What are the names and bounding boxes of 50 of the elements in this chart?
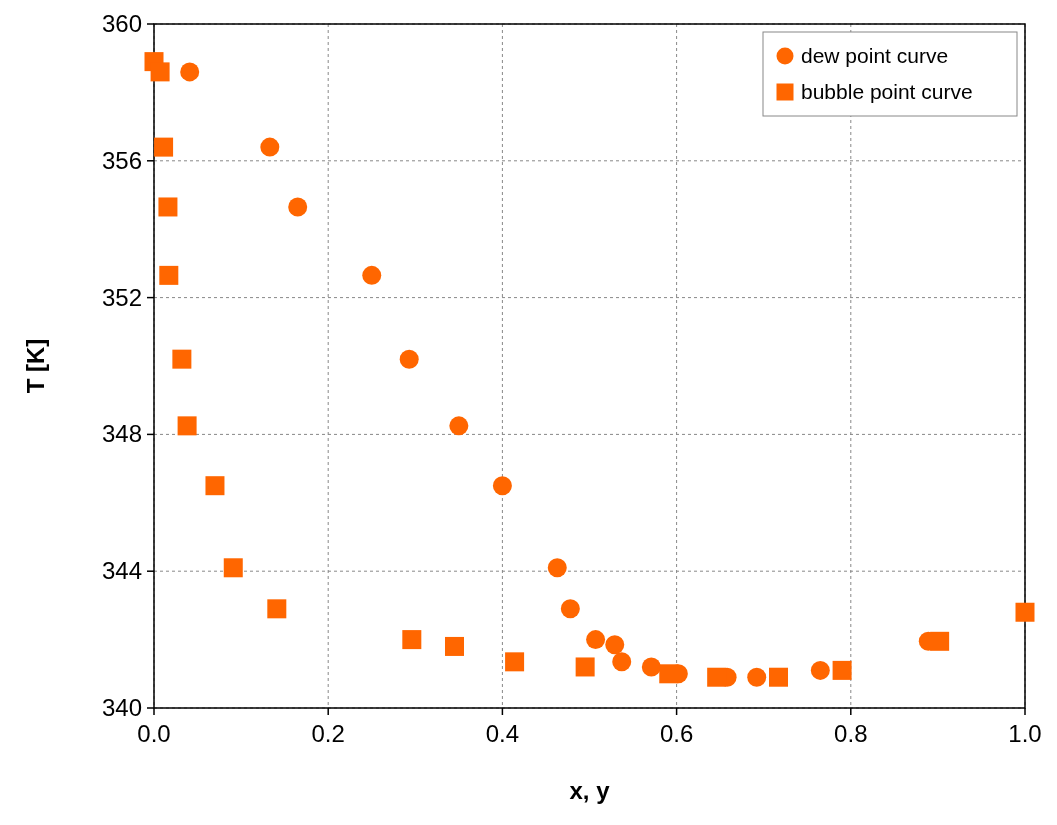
point [641,657,661,677]
y-tick-label: 352 [101,283,142,311]
y-tick-label: 356 [101,146,142,174]
x-tick-label: 0.2 [311,720,345,747]
point [288,197,308,217]
point [402,630,422,650]
point [659,664,679,684]
legend-label: bubble point curve [801,80,973,103]
point [930,631,950,651]
point [605,635,625,655]
x-axis-title: x, y [569,777,611,804]
point [205,476,225,496]
point [1015,602,1035,622]
point [158,197,178,217]
point [159,265,179,285]
point [586,630,606,650]
point [150,62,170,82]
x-tick-label: 0.8 [834,720,868,747]
point [362,265,382,285]
y-axis-title: T [K] [22,338,49,394]
point [180,62,200,82]
point [399,349,419,369]
x-tick-label: 1.0 [1008,720,1042,747]
point [747,667,767,687]
point [223,558,243,578]
point [707,667,727,687]
point [810,660,830,680]
point [492,476,512,496]
y-tick-label: 340 [101,694,142,721]
point [154,137,174,157]
point [172,349,192,369]
point [445,636,464,656]
y-tick-label: 360 [101,10,142,37]
y-tick-label: 348 [101,420,142,448]
x-tick-label: 0.6 [659,720,694,747]
point [505,652,525,672]
point [267,599,287,619]
point [612,652,632,672]
point [575,657,595,677]
point [177,416,197,436]
point [449,416,469,436]
legend-label: dew point curve [801,44,949,67]
y-tick-label: 344 [101,557,142,585]
x-tick-label: 0.4 [485,720,520,747]
point [769,667,789,687]
point [547,558,567,578]
point [260,137,280,157]
point [560,599,580,619]
point [832,660,852,680]
x-tick-label: 0.0 [137,720,171,747]
